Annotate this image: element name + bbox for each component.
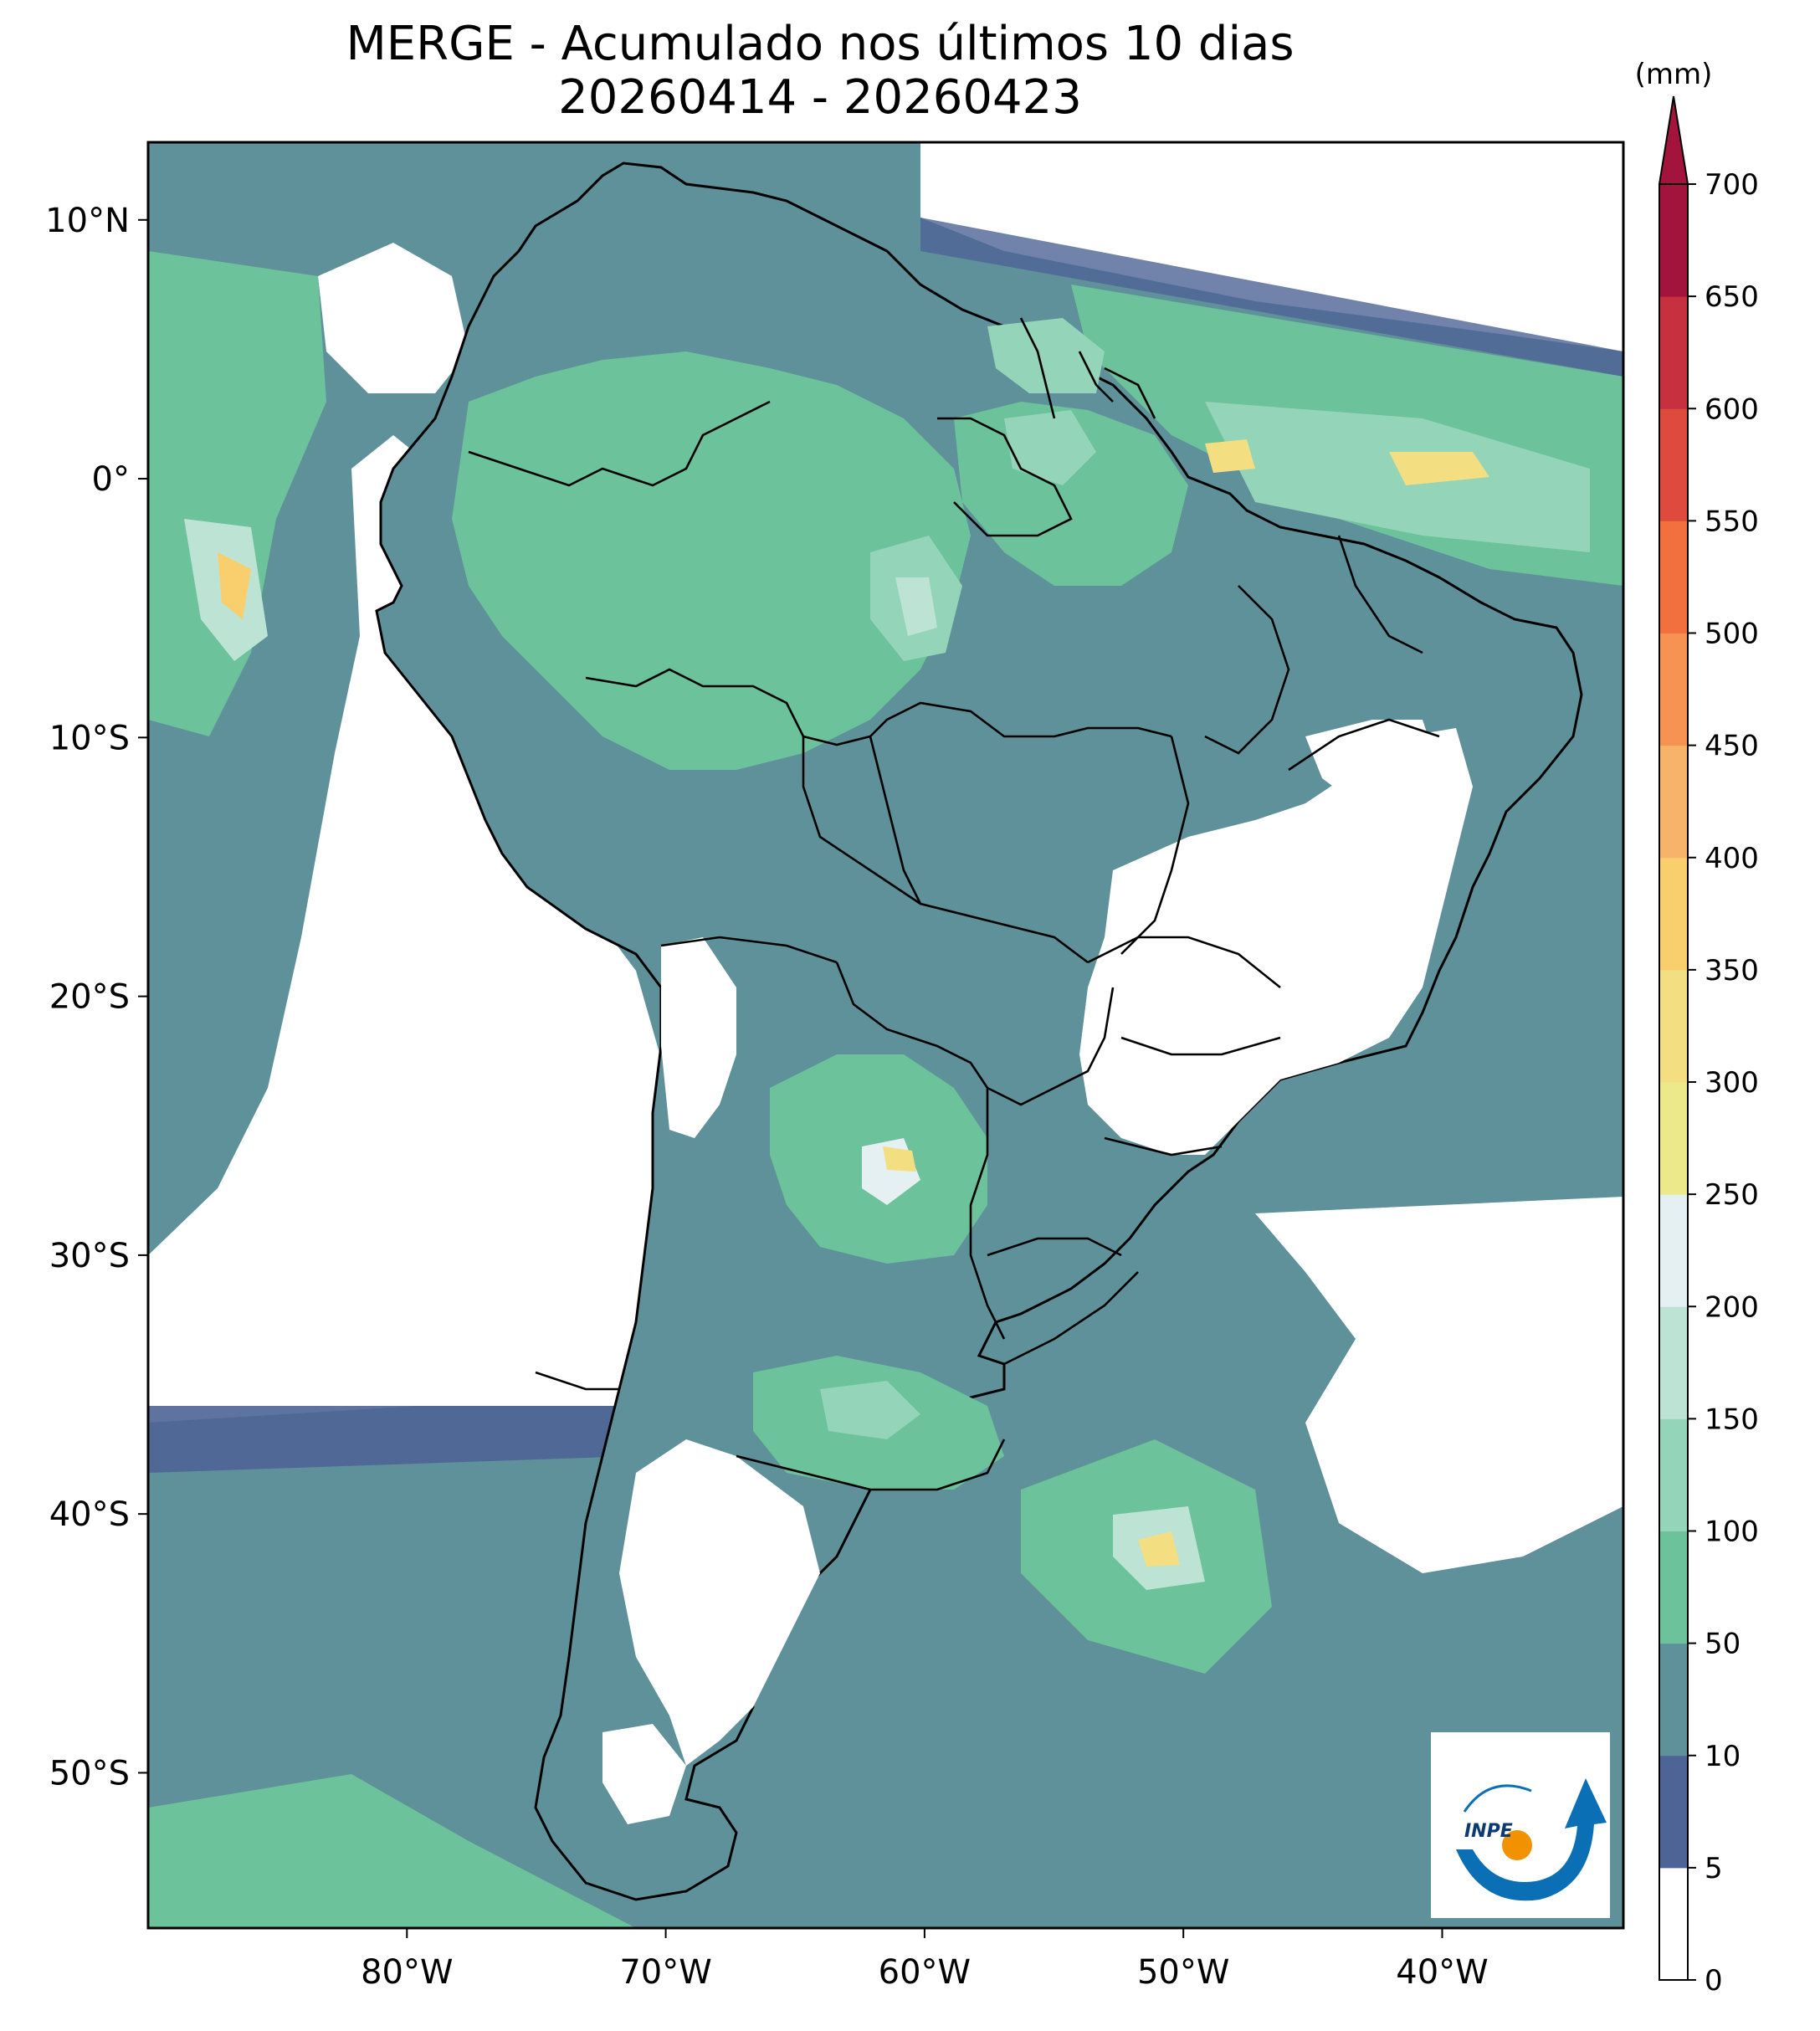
colorbar-segment [1659, 633, 1688, 746]
guiana-100-150 [1004, 410, 1096, 485]
amazon-50-100 [452, 351, 971, 770]
inpe-logo: INPE [1431, 1732, 1610, 1918]
colorbar-label: 600 [1705, 392, 1759, 426]
dry-area-andes [661, 937, 736, 1138]
lat-tick-label: 20°S [49, 978, 130, 1017]
colorbar-label: 0 [1705, 1964, 1723, 1998]
colorbar-segment [1659, 1755, 1688, 1869]
band-5-10-tropical [920, 218, 1623, 377]
lon-tick-label: 40°W [1396, 1953, 1488, 1992]
colorbar-segment [1659, 1306, 1688, 1419]
colorbar-label: 700 [1705, 168, 1759, 202]
band-50-100-southern-ocean [148, 1774, 636, 1928]
guiana-shield-100-150 [987, 318, 1105, 393]
band-300-plus-atlantic-2 [1205, 439, 1255, 473]
country-borders [468, 317, 1440, 1491]
colorbar-segment [1659, 857, 1688, 971]
latitude-ticks: 10°N 0° 10°S 20°S 30°S 40°S 50°S [45, 202, 148, 1793]
colorbar-label: 10 [1705, 1740, 1741, 1773]
colorbar-segment [1659, 745, 1688, 859]
colorbar-segment [1659, 1643, 1688, 1757]
colorbar-segment [1659, 1418, 1688, 1531]
colorbar-label: 100 [1705, 1516, 1759, 1549]
longitude-ticks: 80°W 70°W 60°W 50°W 40°W [361, 1928, 1489, 1992]
map-date-range: 20260414 - 20260423 [558, 70, 1082, 125]
lon-tick-label: 80°W [361, 1953, 453, 1992]
lon-tick-label: 70°W [619, 1953, 711, 1992]
colorbar-segment [1659, 1531, 1688, 1644]
colorbar-label: 450 [1705, 730, 1759, 763]
inpe-logo-icon: INPE [1456, 1778, 1607, 1901]
lat-tick-label: 0° [92, 460, 130, 499]
lat-tick-label: 10°N [45, 202, 130, 240]
colorbar-label: 550 [1705, 505, 1759, 538]
colorbar-segment [1659, 969, 1688, 1083]
colorbar-label: 200 [1705, 1290, 1759, 1324]
dry-area-pacific [148, 435, 686, 1423]
colorbar-label: 300 [1705, 1066, 1759, 1100]
dry-area-northeast-brazil [1305, 720, 1439, 803]
colorbar-segment [1659, 1082, 1688, 1195]
lat-tick-label: 30°S [49, 1237, 130, 1275]
inpe-logo-text: INPE [1464, 1821, 1513, 1842]
lat-tick-label: 10°S [49, 719, 130, 757]
colorbar-label: 350 [1705, 954, 1759, 987]
colorbar-label: 650 [1705, 280, 1759, 314]
colorbar-extend-arrow [1658, 95, 1689, 185]
band-50-100-tropical-pacific [148, 251, 326, 736]
pampas-100-150 [820, 1381, 920, 1439]
lon-tick-label: 60°W [879, 1953, 971, 1992]
colorbar-unit: (mm) [1635, 58, 1713, 91]
dry-area-patagonia [619, 1439, 820, 1766]
colorbar-label: 150 [1705, 1403, 1759, 1436]
colorbar-label: 5 [1705, 1852, 1723, 1885]
colorbar-segment [1659, 184, 1688, 297]
band-300-plus-south-atlantic [1138, 1531, 1180, 1567]
colorbar-segment [1659, 521, 1688, 633]
colorbar-segment [1659, 1867, 1688, 1981]
lon-tick-label: 50°W [1137, 1953, 1229, 1992]
band-300-plus-pacific [218, 552, 251, 619]
map-title: MERGE - Acumulado nos últimos 10 dias [346, 17, 1295, 71]
dry-area-north-pacific [318, 243, 469, 393]
colorbar-label: 400 [1705, 842, 1759, 875]
colorbar-label: 50 [1705, 1628, 1741, 1661]
paraguay-300-plus [883, 1146, 916, 1172]
band-100-150-atlantic [1205, 402, 1590, 552]
map-frame [146, 141, 1625, 1930]
dry-area-south-atlantic [1255, 1197, 1623, 1573]
band-300-plus-atlantic [1389, 452, 1489, 485]
amazon-150-200 [895, 577, 937, 636]
lat-tick-label: 50°S [49, 1754, 130, 1793]
colorbar: 0 5 10 50 100 150 200 250 300 350 400 450 500 550 600 6… [1658, 95, 1759, 1998]
colorbar-label: 250 [1705, 1178, 1759, 1212]
dry-area-patagonia-south [602, 1724, 686, 1824]
band-5-10-south [148, 1406, 636, 1473]
colorbar-segment [1659, 296, 1688, 409]
colorbar-label: 500 [1705, 618, 1759, 651]
dry-area-central-brazil [1079, 728, 1473, 1155]
lat-tick-label: 40°S [49, 1495, 130, 1534]
colorbar-segment [1659, 1194, 1688, 1307]
dry-area-north-atlantic [920, 142, 1623, 351]
colorbar-segment [1659, 408, 1688, 521]
